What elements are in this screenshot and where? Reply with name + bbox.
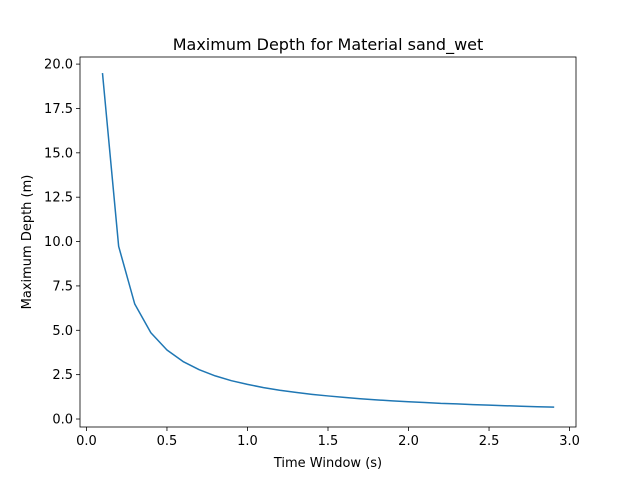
x-tick-label: 0.5 (157, 434, 178, 449)
y-tick-label: 15.0 (44, 146, 73, 161)
y-axis-ticks: 0.0 2.5 5.0 7.5 10.0 12.5 15.0 17.5 20.0 (44, 58, 80, 428)
y-tick-label: 17.5 (44, 102, 73, 117)
x-axis-ticks: 0.0 0.5 1.0 1.5 2.0 2.5 3.0 (76, 427, 580, 449)
y-tick-label: 12.5 (44, 191, 73, 206)
y-tick-label: 20.0 (44, 58, 73, 73)
x-tick-label: 3.0 (559, 434, 580, 449)
x-tick-label: 1.0 (237, 434, 258, 449)
x-tick-label: 0.0 (76, 434, 97, 449)
y-tick-label: 10.0 (44, 235, 73, 250)
y-tick-label: 5.0 (52, 324, 73, 339)
y-axis-label: Maximum Depth (m) (20, 175, 35, 310)
x-tick-label: 2.0 (398, 434, 419, 449)
y-tick-label: 2.5 (52, 368, 73, 383)
plot-frame (79, 56, 577, 428)
chart-title: Maximum Depth for Material sand_wet (173, 35, 484, 55)
x-tick-label: 2.5 (479, 434, 500, 449)
x-axis-label: Time Window (s) (273, 456, 382, 471)
y-tick-label: 7.5 (52, 279, 73, 294)
y-tick-label: 0.0 (52, 413, 73, 428)
series-line (101, 73, 555, 408)
x-tick-label: 1.5 (318, 434, 339, 449)
